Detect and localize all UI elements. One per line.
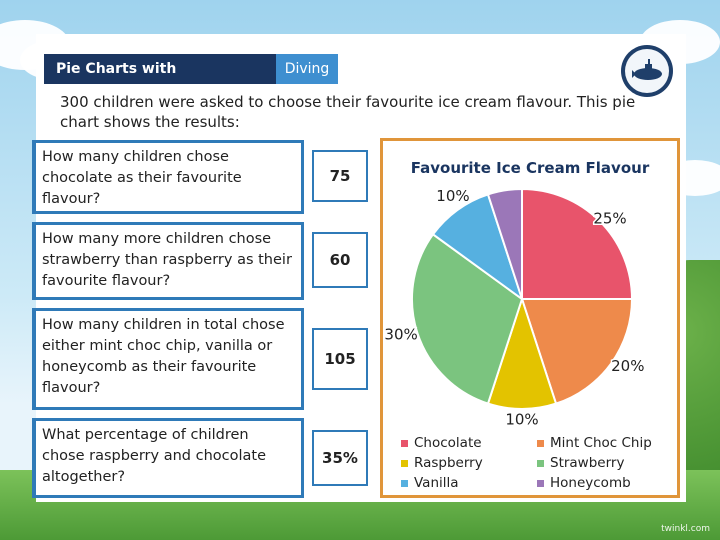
slice-label: 20% [611, 357, 644, 375]
slice-label: 10% [505, 410, 538, 428]
legend-label: Strawberry [550, 455, 625, 471]
legend-item-strawberry: Strawberry [537, 453, 652, 473]
legend-label: Mint Choc Chip [550, 435, 652, 451]
legend-swatch [537, 459, 544, 467]
slice-label: 25% [593, 210, 626, 228]
legend-swatch [401, 439, 408, 447]
legend-swatch [401, 479, 408, 487]
legend-item-honeycomb: Honeycomb [537, 473, 652, 493]
answer-3: 105 [312, 328, 368, 390]
pie-slice-strawberry [411, 232, 524, 405]
question-4: What percentage of children chose raspbe… [32, 418, 304, 498]
answer-1: 75 [312, 150, 368, 202]
question-3: How many children in total chose either … [32, 308, 304, 410]
legend-label: Vanilla [414, 475, 459, 491]
legend-swatch [537, 479, 544, 487]
legend-label: Honeycomb [550, 475, 631, 491]
legend-label: Raspberry [414, 455, 483, 471]
legend-label: Chocolate [414, 435, 482, 451]
intro-text: 300 children were asked to choose their … [60, 93, 636, 131]
legend-col-2: Mint Choc Chip Strawberry Honeycomb [537, 433, 652, 493]
slice-label: 10% [436, 187, 469, 205]
legend-swatch [537, 439, 544, 447]
pie-slice-honeycomb [486, 187, 523, 300]
question-1: How many children chose chocolate as the… [32, 140, 304, 214]
level-tab: Diving [276, 54, 338, 84]
credit-text: twinkl.com [661, 524, 710, 534]
worksheet-card: Pie Charts with Percentages Diving 300 c… [32, 34, 686, 502]
legend-item-vanilla: Vanilla [401, 473, 483, 493]
answer-2: 60 [312, 232, 368, 288]
pie-chart-panel: Favourite Ice Cream Flavour 25% 20% 10% 30%… [380, 138, 680, 498]
chart-title: Favourite Ice Cream Flavour [410, 159, 650, 177]
question-2: How many more children chose strawberry … [32, 222, 304, 300]
submarine-icon [621, 45, 673, 97]
pie-slice-mint-choc-chip [520, 298, 634, 405]
slice-label: 30% [384, 326, 417, 344]
legend-item-chocolate: Chocolate [401, 433, 483, 453]
legend-item-mint-choc-chip: Mint Choc Chip [537, 433, 652, 453]
legend-swatch [401, 459, 408, 467]
worksheet-title-tab: Pie Charts with Percentages [44, 54, 282, 107]
pie-slice-chocolate [521, 187, 634, 300]
answer-4: 35% [312, 430, 368, 486]
pie-chart: 25%20%10%30%10%5% [383, 185, 646, 429]
legend-item-raspberry: Raspberry [401, 453, 483, 473]
legend-col-1: Chocolate Raspberry Vanilla [401, 433, 483, 493]
